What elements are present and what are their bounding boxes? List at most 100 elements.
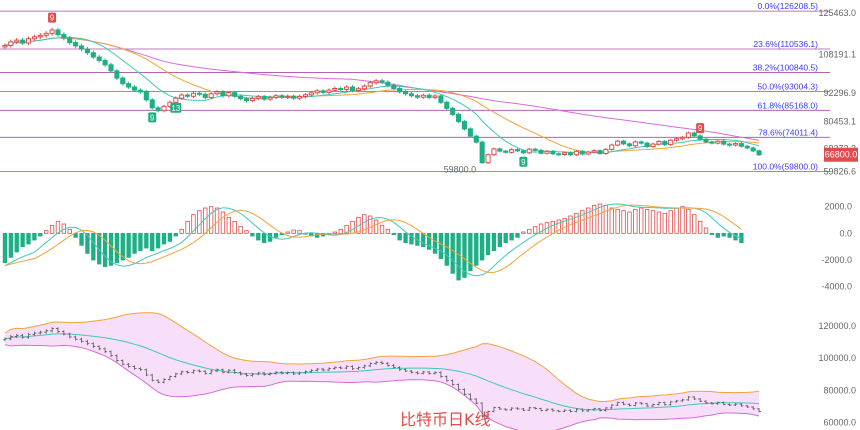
macd-bar — [468, 232, 473, 272]
macd-bar — [515, 232, 520, 238]
candle — [544, 150, 550, 155]
candle — [520, 149, 526, 155]
macd-dea-line — [4, 204, 742, 273]
macd-bar — [686, 208, 691, 234]
macd-bar — [144, 232, 149, 249]
candle — [509, 148, 515, 154]
macd-bar — [44, 230, 49, 234]
candle — [302, 93, 308, 99]
macd-bar — [32, 232, 37, 241]
candle — [179, 93, 185, 100]
fib-label: 23.6%(110536.1) — [753, 39, 818, 49]
macd-bar — [138, 232, 143, 252]
macd-bar — [291, 229, 296, 234]
low-price-label: 59800.0 — [444, 165, 477, 175]
macd-bar — [208, 206, 214, 234]
macd-bar — [403, 232, 408, 244]
fib-label: 50.0%(93004.3) — [758, 81, 819, 91]
candle — [656, 140, 662, 146]
candle — [426, 93, 432, 100]
candle — [279, 93, 285, 99]
price-moving-averages — [4, 36, 760, 154]
current-price-box — [824, 147, 858, 162]
boll-y-axis: 120000.0 100000.0 80000.0 60000.0 — [818, 321, 856, 427]
candle — [497, 147, 503, 153]
fibonacci-levels: 0.0%(126208.5) 23.6%(110536.1) 38.2%(10084… — [0, 1, 830, 173]
macd-bar — [550, 220, 556, 234]
td-marker-box — [696, 123, 705, 134]
candle — [73, 40, 79, 49]
candle — [532, 147, 538, 152]
candle — [308, 91, 314, 97]
macd-bar — [668, 210, 673, 234]
td-marker-box — [170, 102, 182, 113]
candle — [732, 142, 739, 147]
macd-bar — [67, 228, 72, 234]
macd-bar — [26, 232, 31, 245]
macd-bar — [497, 232, 502, 248]
price-tick-label: 125463.0 — [818, 8, 856, 18]
candle — [55, 27, 61, 37]
candle — [397, 86, 403, 94]
candle — [514, 148, 521, 153]
macd-bar — [727, 232, 732, 238]
macd-bar — [397, 232, 402, 241]
candle — [562, 151, 568, 156]
candle — [456, 112, 462, 124]
macd-bar — [603, 204, 609, 234]
macd-bar — [609, 207, 614, 234]
candle — [738, 142, 744, 148]
macd-bar — [173, 232, 178, 237]
candle — [114, 68, 120, 81]
candle — [185, 93, 191, 98]
macd-bar — [120, 232, 125, 261]
macd-bar — [650, 210, 656, 234]
boll-band-fill — [4, 312, 760, 430]
candle — [173, 96, 179, 104]
macd-bar — [155, 232, 161, 249]
price-tick-label: 80453.1 — [823, 117, 856, 127]
macd-bar — [692, 214, 697, 234]
macd-bar — [509, 232, 514, 241]
candle — [597, 149, 603, 155]
macd-bar — [597, 203, 603, 234]
macd-bar — [479, 232, 485, 261]
macd-bar — [591, 204, 597, 234]
macd-bar — [615, 208, 620, 234]
price-tick-label: 108191.1 — [818, 50, 856, 60]
candle — [361, 84, 367, 91]
macd-bar — [485, 232, 491, 256]
candle — [585, 150, 591, 156]
candle — [744, 144, 750, 150]
fib-label: 100.0%(59800.0) — [753, 162, 818, 172]
fib-label: 0.0%(126208.5) — [758, 1, 819, 11]
candle — [550, 150, 556, 156]
macd-bar — [385, 228, 391, 234]
macd-bar — [721, 232, 726, 237]
candle — [485, 153, 491, 164]
macd-bar — [421, 232, 426, 248]
candle — [208, 92, 214, 100]
macd-bar — [150, 232, 155, 252]
candle — [391, 83, 397, 91]
macd-bar — [432, 232, 438, 254]
macd-bar — [85, 232, 90, 254]
macd-bar — [91, 232, 96, 261]
macd-bar — [114, 232, 120, 264]
macd-bar — [332, 231, 338, 234]
macd-bar — [197, 210, 202, 234]
candle — [668, 138, 674, 146]
macd-bar — [586, 207, 591, 234]
macd-bar — [527, 228, 532, 234]
candle — [2, 43, 8, 50]
macd-bar — [49, 224, 55, 234]
macd-bar — [350, 220, 355, 234]
candle — [567, 151, 574, 157]
candle — [691, 131, 697, 138]
macd-tick-label: 2000.0 — [824, 202, 852, 212]
candle — [261, 94, 267, 101]
macd-bar — [709, 232, 715, 236]
macd-dif-line — [4, 203, 742, 277]
td-marker-label: 9 — [521, 158, 526, 167]
